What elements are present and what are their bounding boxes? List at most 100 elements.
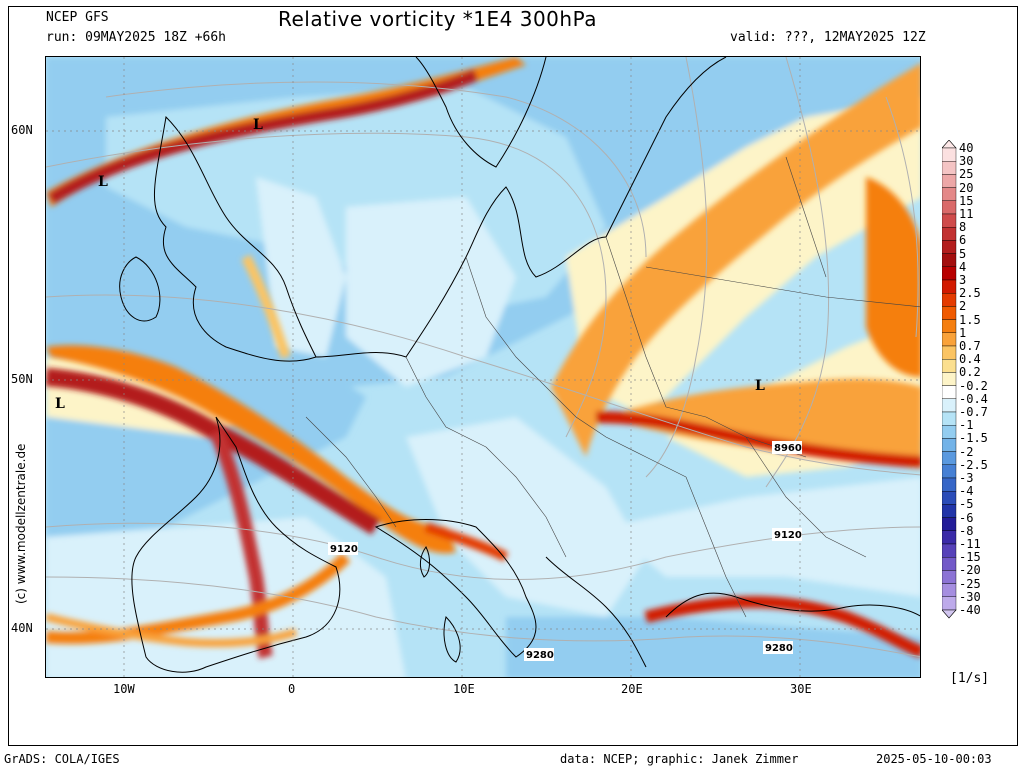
- legend-swatch: [942, 504, 957, 518]
- legend-label: -2.5: [959, 457, 988, 472]
- valid-time: valid: ???, 12MAY2025 12Z: [730, 30, 926, 45]
- contour-label-9280-west: 9280: [526, 650, 554, 661]
- legend-label: -11: [959, 537, 981, 551]
- lon-tick-0: 0: [288, 682, 296, 696]
- legend-label: -15: [959, 550, 981, 565]
- lon-tick-20e: 20E: [621, 682, 643, 696]
- coastlines: [119, 57, 920, 673]
- legend-swatch: [942, 477, 957, 492]
- legend-label: -4: [959, 484, 974, 499]
- legend-swatch: [942, 319, 957, 334]
- geopotential-contours: [46, 57, 920, 658]
- legend-swatch: [942, 583, 957, 598]
- legend-swatch: [942, 517, 957, 532]
- legend-swatch: [942, 385, 957, 400]
- color-legend-swatches: [942, 140, 957, 619]
- positive-vorticity-bands: [46, 57, 920, 659]
- legend-label: 0.7: [959, 339, 981, 353]
- legend-top-cap: [942, 140, 957, 149]
- legend-swatch: [942, 425, 957, 439]
- legend-bottom-cap: [942, 609, 957, 619]
- contour-label-9280-east: 9280: [765, 643, 793, 654]
- data-credit: data: NCEP; graphic: Janek Zimmer: [560, 752, 799, 766]
- unit-label: [1/s]: [950, 671, 990, 686]
- legend-swatch: [942, 596, 957, 611]
- low-label-north-sea: L: [253, 117, 263, 133]
- timestamp: 2025-05-10-00:03: [876, 752, 992, 766]
- legend-swatch: [942, 464, 957, 479]
- map-canvas: L L L L 8960 9120 9120 9280 9280: [46, 57, 920, 677]
- legend-label: 20: [959, 180, 974, 195]
- legend-label: 0.2: [959, 365, 981, 380]
- legend-swatch: [942, 266, 957, 281]
- legend-swatch: [942, 451, 957, 466]
- lat-tick-60n: 60N: [11, 123, 33, 137]
- software-credit: GrADS: COLA/IGES: [4, 752, 120, 766]
- legend-label: 2: [959, 299, 967, 314]
- low-label-north-atlantic: L: [98, 174, 108, 190]
- legend-label: -6: [959, 510, 974, 525]
- legend-swatch: [942, 557, 957, 571]
- low-label-biscay: L: [55, 396, 65, 412]
- legend-label: -40: [959, 603, 981, 617]
- lon-tick-10w: 10W: [113, 682, 135, 696]
- legend-swatch: [942, 174, 957, 188]
- legend-label: 1.5: [959, 312, 981, 327]
- figure-frame: [8, 6, 1018, 746]
- legend-label: -30: [959, 589, 981, 604]
- legend-label: 25: [959, 167, 974, 182]
- legend-label: -3: [959, 471, 974, 485]
- run-info: run: 09MAY2025 18Z +66h: [46, 30, 227, 45]
- legend-label: 5: [959, 246, 967, 261]
- legend-swatch: [942, 491, 957, 505]
- lon-tick-10e: 10E: [453, 682, 475, 696]
- contour-label-8960: 8960: [774, 443, 802, 454]
- legend-swatch: [942, 187, 957, 201]
- legend-label: 2.5: [959, 286, 981, 301]
- legend-swatch: [942, 358, 957, 373]
- legend-label: 30: [959, 154, 974, 169]
- vorticity-map: L L L L 8960 9120 9120 9280 9280: [45, 56, 921, 678]
- legend-swatch: [942, 372, 957, 386]
- lat-tick-40n: 40N: [11, 621, 33, 635]
- legend-label: -20: [959, 563, 981, 578]
- legend-swatch: [942, 411, 957, 426]
- country-borders: [305, 156, 920, 618]
- legend-swatch: [942, 438, 957, 452]
- legend-label: -1.5: [959, 431, 988, 446]
- legend-label: -5: [959, 497, 974, 512]
- low-pressure-labels: L L L L: [55, 117, 765, 412]
- legend-swatch: [942, 240, 957, 254]
- legend-label: 4: [959, 259, 967, 274]
- legend-swatch: [942, 332, 957, 347]
- legend-swatch: [942, 200, 957, 215]
- legend-label: -0.7: [959, 405, 988, 419]
- legend-swatch: [942, 226, 957, 241]
- contour-label-9120-west: 9120: [330, 544, 358, 555]
- chart-title: Relative vorticity *1E4 300hPa: [278, 7, 598, 31]
- legend-swatch: [942, 398, 957, 413]
- legend-label: -0.4: [959, 391, 988, 406]
- legend-label: -2: [959, 444, 974, 459]
- legend-swatch: [942, 253, 957, 267]
- legend-swatch: [942, 306, 957, 320]
- color-legend: 40 30 25 20 15 11 8 6 5 4 3 2.5 2 1.5 1 0.7 0.4 0.2 -0.2 -0…: [942, 140, 1024, 630]
- legend-label: 0.4: [959, 352, 981, 367]
- lat-tick-50n: 50N: [11, 372, 33, 386]
- legend-label: -8: [959, 523, 974, 538]
- legend-label: 1: [959, 325, 967, 340]
- legend-label: 11: [959, 207, 974, 221]
- legend-label: -1: [959, 418, 974, 433]
- height-contour-labels: 8960 9120 9120 9280 9280: [328, 441, 802, 661]
- lon-tick-30e: 30E: [790, 682, 812, 696]
- legend-swatch: [942, 161, 957, 175]
- legend-label: 6: [959, 233, 967, 248]
- legend-swatch: [942, 213, 957, 228]
- low-label-ukraine: L: [755, 378, 765, 394]
- legend-swatch: [942, 543, 957, 558]
- credit-text: (c) www.modellzentrale.de: [14, 443, 28, 604]
- legend-swatch: [942, 530, 957, 545]
- model-name: NCEP GFS: [46, 10, 109, 25]
- legend-swatch: [942, 292, 957, 307]
- legend-swatch: [942, 279, 957, 294]
